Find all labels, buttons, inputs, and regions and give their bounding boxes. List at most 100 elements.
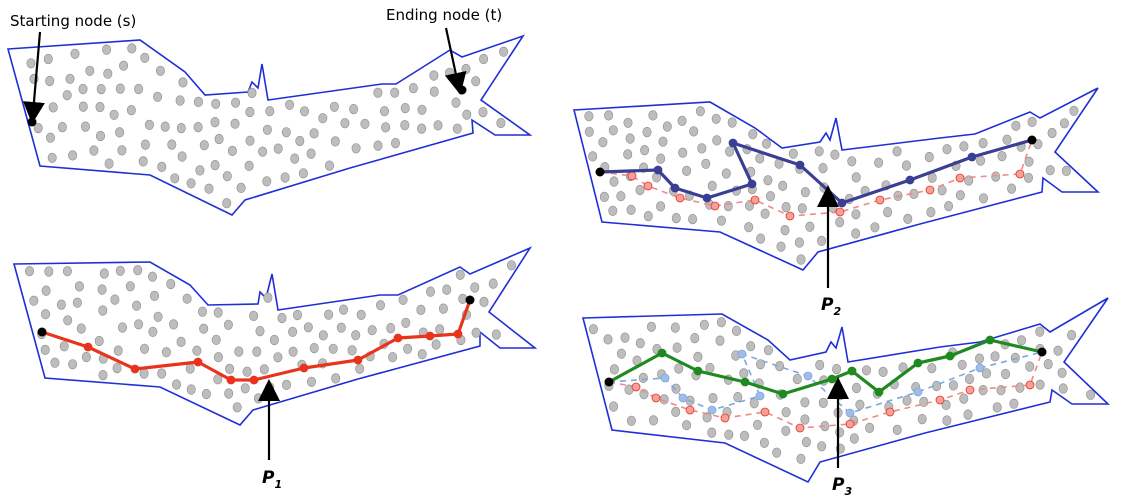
- graph-node: [609, 401, 619, 412]
- graph-node: [451, 97, 461, 108]
- graph-node: [444, 67, 454, 78]
- graph-node: [253, 393, 263, 404]
- graph-node: [281, 127, 291, 138]
- graph-node: [815, 359, 825, 371]
- graph-node: [902, 395, 912, 406]
- graph-node: [138, 156, 148, 167]
- graph-node: [626, 204, 636, 215]
- path-node: [693, 366, 703, 376]
- graph-node: [390, 138, 400, 149]
- graph-node: [340, 118, 350, 129]
- graph-node: [648, 415, 658, 426]
- graph-node: [97, 284, 107, 295]
- graph-node: [830, 149, 840, 160]
- graph-node: [134, 319, 144, 330]
- graph-node: [471, 327, 481, 338]
- graph-node: [186, 178, 196, 189]
- graph-node: [381, 122, 391, 133]
- path-node: [653, 165, 663, 175]
- graph-node: [210, 160, 220, 171]
- graph-node: [926, 207, 936, 218]
- region-boundary: [581, 297, 1110, 484]
- graph-node: [674, 363, 684, 374]
- graph-node: [170, 173, 180, 184]
- graph-node: [712, 135, 722, 146]
- graph-node: [658, 136, 668, 147]
- path-node: [702, 193, 712, 203]
- path-node: [845, 408, 855, 418]
- graph-node: [26, 58, 36, 69]
- graph-node: [715, 335, 725, 346]
- graph-node: [1007, 183, 1017, 194]
- graph-node: [452, 123, 462, 134]
- graph-node: [115, 83, 125, 94]
- path-node: [130, 364, 140, 374]
- graph-node: [776, 241, 786, 252]
- path-node: [678, 393, 688, 403]
- path-node: [83, 342, 93, 352]
- graph-node: [941, 399, 951, 411]
- graph-node: [588, 324, 598, 335]
- graph-node: [724, 429, 734, 440]
- graph-node: [47, 152, 57, 163]
- graph-node: [479, 53, 489, 65]
- graph-node: [981, 368, 991, 379]
- graph-node: [277, 312, 287, 324]
- path-node: [750, 195, 760, 205]
- graph-node: [269, 334, 279, 346]
- graph-node: [177, 151, 187, 162]
- graph-node: [44, 266, 54, 277]
- graph-node: [214, 133, 224, 145]
- graph-node: [115, 265, 125, 276]
- path-node: [785, 211, 795, 221]
- graph-node: [927, 363, 937, 374]
- graph-node: [281, 379, 291, 391]
- path-node: [747, 179, 757, 189]
- path-node: [945, 351, 955, 361]
- path-node: [795, 423, 805, 433]
- graph-node: [688, 214, 698, 225]
- graph-node: [234, 346, 244, 357]
- graph-node: [749, 398, 759, 409]
- graph-node: [847, 156, 857, 167]
- graph-node: [849, 433, 859, 444]
- graph-node: [360, 118, 370, 129]
- graph-node: [309, 128, 319, 139]
- graph-node: [328, 343, 338, 354]
- path-node: [845, 419, 855, 429]
- path-node: [737, 349, 747, 359]
- graph-node: [479, 296, 489, 308]
- graph-node: [759, 437, 769, 448]
- graph-node: [781, 425, 791, 436]
- graph-node: [242, 366, 252, 377]
- graph-node: [195, 165, 205, 176]
- graph-node: [781, 407, 791, 418]
- graph-node: [835, 217, 845, 228]
- graph-node: [800, 414, 810, 425]
- graph-node: [230, 118, 240, 129]
- graph-node: [942, 415, 952, 426]
- graph-node: [1069, 105, 1079, 116]
- graph-node: [375, 300, 385, 311]
- path-node: [935, 395, 945, 405]
- graph-node: [224, 388, 234, 399]
- graph-node: [455, 269, 465, 280]
- path-node: [778, 389, 788, 399]
- graph-node: [324, 160, 334, 171]
- graph-node: [126, 104, 136, 116]
- graph-node: [417, 123, 427, 134]
- graph-node: [1053, 345, 1063, 356]
- graph-node: [775, 361, 785, 372]
- path-node: [885, 407, 895, 417]
- graph-node: [403, 343, 413, 354]
- graph-node: [435, 324, 445, 335]
- graph-node: [957, 359, 967, 370]
- graph-node: [584, 111, 594, 122]
- graph-node: [43, 53, 53, 65]
- graph-node: [259, 364, 269, 375]
- graph-node: [817, 441, 827, 452]
- graph-node: [113, 345, 123, 356]
- end-node-label: Ending node (t): [386, 6, 502, 24]
- path-node: [651, 393, 661, 403]
